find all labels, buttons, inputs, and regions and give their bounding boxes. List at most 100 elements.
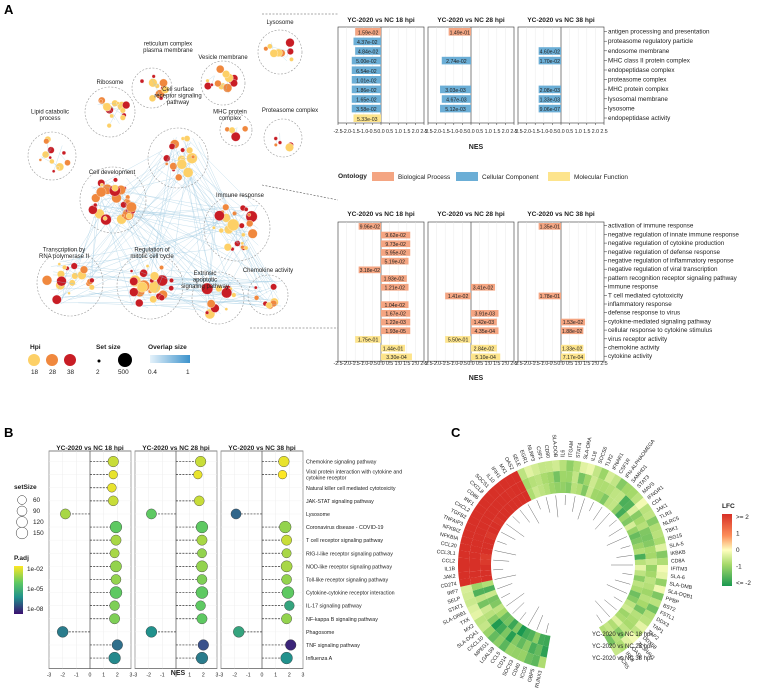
- x-tick-label: 0.0: [377, 361, 384, 367]
- dotplot-point: [60, 508, 71, 520]
- heatmap-cell: [483, 584, 496, 594]
- gene-label: CD4: [651, 497, 663, 508]
- dotplot-x-tick-label: -3: [133, 673, 138, 679]
- network-node: [215, 285, 223, 293]
- enrichment-bar: [381, 249, 411, 256]
- gene-label: TBK1: [665, 525, 679, 535]
- heatmap-cell: [614, 490, 626, 504]
- setsize-legend-label: 150: [33, 530, 44, 537]
- x-tick-label: 1.0: [485, 129, 492, 135]
- heatmap-cell: [526, 488, 537, 501]
- network-node: [191, 154, 196, 159]
- heatmap-cell: [511, 621, 523, 634]
- x-tick-label: -1.0: [359, 129, 368, 135]
- heatmap-cell: [645, 565, 657, 572]
- heatmap-cell: [469, 564, 481, 572]
- heatmap-cell: [480, 559, 492, 565]
- heatmap-cell: [634, 553, 646, 561]
- heatmap-cell: [462, 528, 475, 540]
- x-tick-label: 1.5: [583, 129, 590, 135]
- dotplot-point: [195, 651, 209, 665]
- bar-pvalue-label: 7.17e-04: [563, 355, 584, 361]
- dendrogram-branch: [494, 574, 517, 580]
- network-edge: [113, 205, 259, 219]
- bar-pvalue-label: 3.18e-02: [360, 268, 381, 274]
- heatmap-cell: [583, 473, 593, 487]
- pathway-label: Phagosome: [306, 630, 334, 636]
- heatmap-cell: [472, 587, 486, 598]
- network-edge: [201, 293, 268, 309]
- heatmap-cell: [495, 495, 508, 508]
- network-edge: [126, 177, 205, 281]
- dotplot-x-tick-label: -3: [47, 673, 52, 679]
- network-cluster-label-line: Ribosome: [96, 80, 124, 86]
- lfc-legend-label: >= 2: [736, 514, 749, 521]
- heatmap-cell: [603, 621, 615, 634]
- pathway-label: TNF signaling pathway: [306, 643, 360, 649]
- network-node: [168, 143, 176, 150]
- network-edge: [83, 216, 232, 276]
- enrichment-bar: [471, 310, 499, 317]
- enrichment-bar: [381, 310, 411, 317]
- network-cluster-label-line: Lysosome: [266, 20, 294, 26]
- heatmap-cell: [499, 611, 512, 623]
- heatmap-cell: [656, 565, 668, 573]
- setsize-legend-dot: [16, 516, 28, 528]
- network-node: [254, 295, 260, 301]
- go-term-label: negative regulation of defense response: [608, 249, 721, 256]
- enrichment-bar: [440, 104, 471, 113]
- dotplot-x-tick-label: 1: [102, 673, 105, 679]
- go-term-label: T cell mediated cytotoxicity: [608, 292, 684, 299]
- x-tick-label: 2.5: [420, 129, 427, 135]
- enrichment-bar: [561, 327, 584, 335]
- cluster-edge: [173, 156, 194, 162]
- network-node: [129, 287, 139, 297]
- dendrogram-branch: [555, 495, 559, 518]
- network-cluster-label-line: Transcription by: [43, 248, 85, 254]
- network-node: [221, 287, 232, 299]
- dotplot-point: [193, 470, 203, 480]
- dendrogram-branch: [494, 550, 517, 556]
- network-node: [265, 301, 273, 309]
- heatmap-cell: [618, 511, 631, 523]
- network-node: [70, 262, 78, 270]
- network-edge: [111, 221, 234, 285]
- heatmap-cell: [460, 584, 473, 594]
- gene-label: CD40: [511, 662, 522, 677]
- bar-pvalue-label: 1.70e-02: [540, 59, 561, 65]
- bar-pvalue-label: 1.86e-02: [356, 88, 377, 94]
- heatmap-cell: [645, 551, 657, 560]
- bar-pvalue-label: 1.67e-02: [385, 312, 406, 318]
- gene-label: CCL3L1: [436, 549, 456, 557]
- network-cluster-label: Extrinsic apoptotic signaling pathway: [181, 271, 229, 290]
- heatmap-cell: [492, 603, 505, 614]
- dendrogram-branch: [572, 496, 576, 512]
- setsize-small-dot: [97, 359, 101, 363]
- network-node: [169, 162, 178, 171]
- network-node: [159, 265, 164, 270]
- dendrogram-branch: [577, 498, 585, 520]
- network-node: [222, 203, 230, 211]
- setsize-min-label: 2: [96, 369, 100, 376]
- enrichment-bar: [351, 104, 381, 113]
- dotplot-point: [195, 586, 209, 599]
- dendrogram-branch: [512, 516, 520, 524]
- cluster-outline: [79, 166, 147, 234]
- hpi-28-swatch: [46, 354, 58, 366]
- heatmap-cell: [516, 624, 527, 637]
- x-tick-label: -1.0: [539, 361, 548, 367]
- go-term-label: defense response to virus: [608, 310, 680, 317]
- heatmap-cell: [644, 576, 657, 585]
- heatmap-cell: [485, 531, 498, 541]
- x-tick-label: -1.5: [441, 129, 450, 135]
- network-cluster-label-line: Vesicle membrane: [198, 55, 248, 61]
- network-node: [41, 275, 53, 286]
- gene-label: ITGAM: [568, 441, 575, 458]
- network-cluster-label-line: Regulation of: [134, 248, 170, 254]
- dendrogram-branch: [613, 596, 623, 603]
- dotplot-point: [107, 456, 119, 468]
- gene-label: IL6: [560, 450, 566, 457]
- network-cluster-label-line: receptor signaling: [154, 94, 201, 100]
- heatmap-cell: [632, 542, 645, 551]
